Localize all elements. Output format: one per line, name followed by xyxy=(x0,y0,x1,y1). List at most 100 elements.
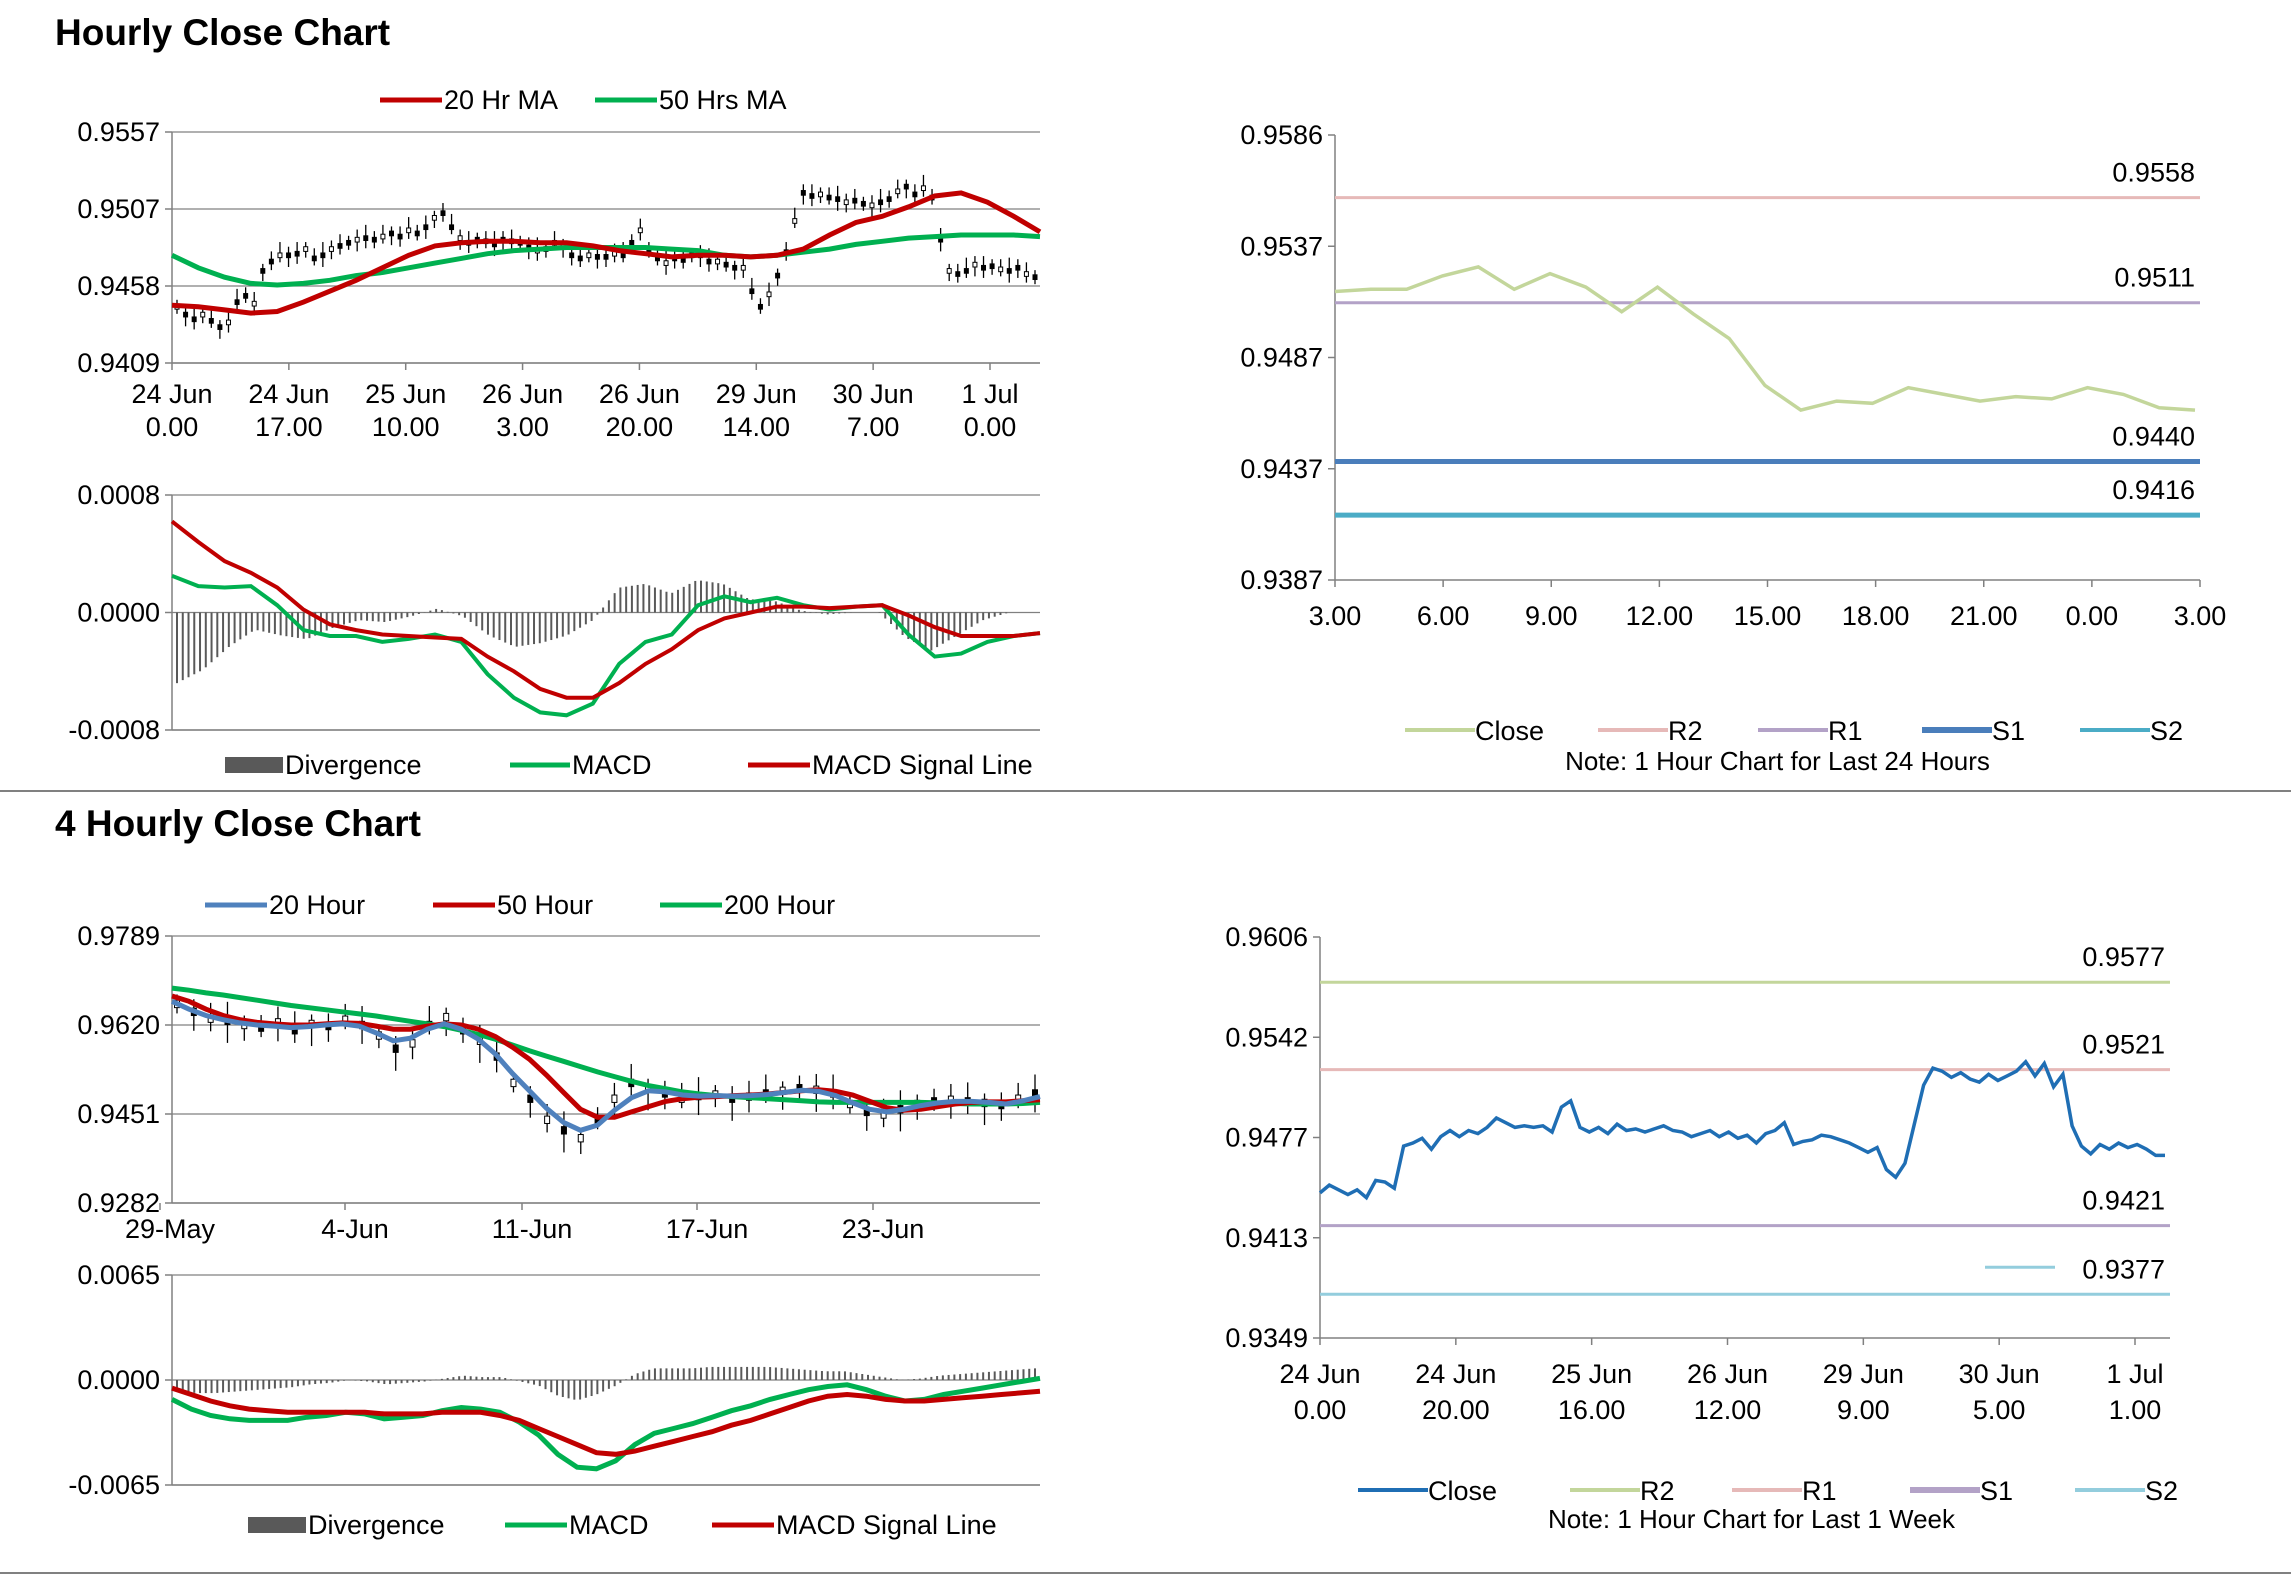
candle-body xyxy=(852,197,858,204)
x-tick-label: 6.00 xyxy=(1417,601,1470,631)
bottom-divider xyxy=(0,1572,2291,1574)
candle-body xyxy=(878,199,884,206)
candle-body xyxy=(328,246,334,252)
candle-body xyxy=(191,316,197,323)
candle-body xyxy=(208,318,214,324)
y-tick-label: 0.9557 xyxy=(77,117,160,147)
candle-body xyxy=(577,255,583,262)
candle-body xyxy=(268,258,274,265)
x-tick-label: 3.00 xyxy=(1309,601,1362,631)
level-label-s2: 0.9416 xyxy=(2112,475,2195,505)
y-tick-label: -0.0008 xyxy=(68,715,160,745)
x-tick-label: 0.00 xyxy=(2066,601,2119,631)
x-tick-label: 9.00 xyxy=(1525,601,1578,631)
legend-label: S1 xyxy=(1980,1476,2013,1506)
x-tick-label: 29 Jun xyxy=(1823,1359,1904,1389)
candle-body xyxy=(409,1039,416,1048)
candle-body xyxy=(1032,274,1038,280)
candle-body xyxy=(886,196,892,202)
x-tick-label: 26 Jun xyxy=(1687,1359,1768,1389)
macd-signal-line xyxy=(170,519,1041,700)
legend-label: Divergence xyxy=(308,1510,445,1540)
section-divider xyxy=(0,790,2291,792)
legend-label: R1 xyxy=(1828,716,1863,746)
y-tick-label: 0.9507 xyxy=(77,194,160,224)
candle-body xyxy=(946,268,952,274)
candle-body xyxy=(544,1115,551,1124)
section-title-4-hourly: 4 Hourly Close Chart xyxy=(55,803,421,844)
x-tick-label: 17-Jun xyxy=(666,1214,749,1244)
legend-label: Close xyxy=(1475,716,1544,746)
candle-body xyxy=(843,199,849,206)
candle-body xyxy=(740,264,746,271)
x-tick-label: 17.00 xyxy=(255,412,323,442)
candle-body xyxy=(972,261,978,268)
candle-body xyxy=(920,185,926,192)
y-tick-label: 0.9620 xyxy=(77,1010,160,1040)
legend-swatch xyxy=(225,757,283,773)
candle-body xyxy=(423,224,429,231)
y-tick-label: 0.9349 xyxy=(1225,1323,1308,1353)
y-tick-label: 0.9606 xyxy=(1225,922,1308,952)
candle-body xyxy=(414,230,420,237)
x-tick-label: 24 Jun xyxy=(131,379,212,409)
x-tick-label: 11-Jun xyxy=(492,1214,573,1244)
candle-body xyxy=(860,200,866,207)
candle-body xyxy=(757,303,763,310)
candle-body xyxy=(869,202,875,209)
chart-note: Note: 1 Hour Chart for Last 24 Hours xyxy=(1565,746,1990,776)
hourly-levels-chart: 0.9586 0.9537 0.9487 0.9437 0.9387 0.9558 0.95… xyxy=(1240,120,2226,776)
x-tick-label: 25 Jun xyxy=(365,379,446,409)
legend-label: S2 xyxy=(2145,1476,2178,1506)
y-tick-label: 0.0000 xyxy=(77,1365,160,1395)
candle-body xyxy=(800,190,806,196)
close-line xyxy=(1318,1059,2165,1201)
candle-body xyxy=(637,227,643,234)
candle-body xyxy=(611,1094,618,1103)
candle-body xyxy=(577,1134,584,1143)
candle-body xyxy=(371,236,377,243)
y-tick-label: 0.0000 xyxy=(77,598,160,628)
candle-body xyxy=(818,191,823,198)
level-label-s1: 0.9440 xyxy=(2112,421,2195,451)
candle-body xyxy=(723,261,729,268)
candle-body xyxy=(440,210,446,217)
y-tick-label: 0.9586 xyxy=(1240,120,1323,150)
legend-label: 20 Hr MA xyxy=(444,85,558,115)
candle-body xyxy=(449,224,455,231)
y-tick-label: 0.9789 xyxy=(77,921,160,951)
candle-body xyxy=(406,227,412,234)
x-tick-label: 16.00 xyxy=(1558,1395,1626,1425)
y-tick-label: 0.9542 xyxy=(1225,1022,1308,1052)
candle-body xyxy=(955,271,961,277)
x-tick-label: 7.00 xyxy=(847,412,900,442)
four-hour-levels-chart: 0.9606 0.9542 0.9477 0.9413 0.9349 0.9577 0.95… xyxy=(1225,922,2178,1534)
x-tick-label: 23-Jun xyxy=(842,1214,925,1244)
candle-body xyxy=(560,1126,567,1135)
legend-swatch xyxy=(248,1517,306,1533)
candle-body xyxy=(392,1044,399,1053)
x-tick-label: 24 Jun xyxy=(1279,1359,1360,1389)
y-tick-label: 0.9409 xyxy=(77,348,160,378)
candle-body xyxy=(998,266,1004,273)
candle-body xyxy=(354,236,360,243)
x-tick-label: 30 Jun xyxy=(1959,1359,2040,1389)
legend-label: Divergence xyxy=(285,750,422,780)
x-tick-label: 1.00 xyxy=(2109,1395,2162,1425)
x-tick-label: 4-Jun xyxy=(321,1214,389,1244)
candle-body xyxy=(963,268,969,274)
x-tick-label: 12.00 xyxy=(1694,1395,1762,1425)
candle-body xyxy=(826,194,832,201)
candle-body xyxy=(200,311,206,318)
candle-body xyxy=(732,264,738,271)
x-tick-label: 26 Jun xyxy=(482,379,563,409)
y-tick-label: 0.9477 xyxy=(1225,1123,1308,1153)
chart-note: Note: 1 Hour Chart for Last 1 Week xyxy=(1548,1504,1956,1534)
candle-body xyxy=(629,239,635,246)
candle-body xyxy=(1006,268,1012,274)
x-tick-label: 1 Jul xyxy=(2106,1359,2163,1389)
x-tick-label: 30 Jun xyxy=(833,379,914,409)
candle-body xyxy=(363,235,369,241)
x-tick-label: 10.00 xyxy=(372,412,440,442)
